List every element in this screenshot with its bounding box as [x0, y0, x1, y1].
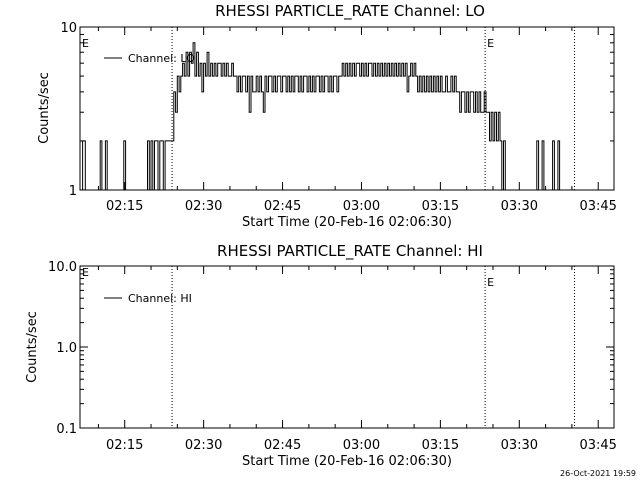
x-tick-label: 03:45: [579, 199, 616, 214]
event-marker: E: [487, 37, 494, 50]
x-tick-label: 02:30: [185, 199, 222, 214]
x-tick-label: 03:00: [343, 438, 380, 453]
x-ticks-lo: 02:15 02:30 02:45 03:00 03:15 03:30 03:45: [97, 27, 617, 214]
y-tick-label: 0.1: [56, 422, 77, 437]
x-tick-label: 02:30: [185, 438, 222, 453]
x-tick-label: 03:30: [501, 199, 538, 214]
y-tick-label: 1: [69, 184, 77, 199]
legend-label-hi: Channel: HI: [128, 292, 192, 305]
x-axis-label-lo: Start Time (20-Feb-16 02:06:30): [242, 215, 452, 230]
series-line: [80, 42, 572, 191]
x-tick-label: 03:00: [343, 199, 380, 214]
y-ticks-hi: 0.1 1.0 10.0: [48, 260, 614, 437]
x-tick-label: 02:45: [264, 438, 301, 453]
y-tick-label: 10: [60, 21, 77, 36]
event-lines-lo: E: [171, 27, 576, 190]
legend-hi: Channel: HI: [104, 292, 192, 305]
y-tick-label: 10.0: [48, 260, 77, 275]
x-tick-label: 03:45: [579, 438, 616, 453]
chart-title-lo: RHESSI PARTICLE_RATE Channel: LO: [215, 2, 485, 21]
x-tick-label: 02:15: [106, 199, 143, 214]
event-marker: E: [487, 276, 494, 289]
x-axis-label-hi: Start Time (20-Feb-16 02:06:30): [242, 454, 452, 469]
chart-title-hi: RHESSI PARTICLE_RATE Channel: HI: [217, 242, 483, 261]
x-tick-label: 02:15: [106, 438, 143, 453]
x-tick-label: 03:15: [422, 438, 459, 453]
y-axis-label-lo: Counts/sec: [37, 72, 52, 144]
plot-frame-hi: [79, 265, 615, 429]
plot-frame-lo: [79, 26, 615, 191]
y-ticks-lo: 1 10: [60, 21, 614, 199]
corner-marker-lo: E: [82, 37, 89, 50]
legend-label-lo: Channel: LO: [128, 52, 195, 65]
panel-hi: RHESSI PARTICLE_RATE Channel: HI Counts/…: [25, 242, 617, 469]
x-ticks-hi: 02:15 02:30 02:45 03:00 03:15 03:30 03:45: [97, 266, 617, 453]
x-tick-label: 03:30: [501, 438, 538, 453]
y-axis-label-hi: Counts/sec: [25, 311, 40, 383]
event-lines-hi: E: [171, 266, 576, 428]
y-tick-label: 1.0: [56, 341, 77, 356]
panel-lo: RHESSI PARTICLE_RATE Channel: LO Counts/…: [37, 2, 617, 230]
legend-lo: Channel: LO: [104, 52, 195, 65]
footer-timestamp: 26-Oct-2021 19:59: [560, 469, 636, 478]
corner-marker-hi: E: [82, 266, 89, 279]
x-tick-label: 02:45: [264, 199, 301, 214]
x-tick-label: 03:15: [422, 199, 459, 214]
series-lo: [80, 42, 572, 191]
